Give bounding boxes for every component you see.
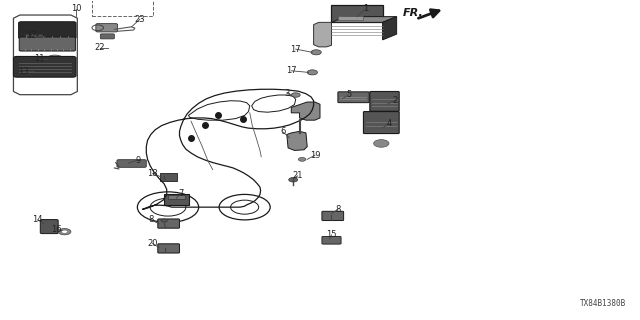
Text: TX84B1380B: TX84B1380B (580, 299, 627, 308)
Text: 2: 2 (393, 96, 398, 105)
Polygon shape (383, 17, 397, 40)
Text: 21: 21 (292, 172, 303, 180)
Circle shape (291, 93, 300, 97)
FancyBboxPatch shape (338, 92, 369, 103)
FancyBboxPatch shape (25, 35, 29, 38)
Polygon shape (291, 102, 320, 120)
FancyBboxPatch shape (96, 24, 118, 32)
FancyBboxPatch shape (31, 35, 36, 38)
Text: 3: 3 (284, 89, 289, 98)
Text: 8: 8 (148, 215, 154, 224)
Text: 18: 18 (147, 169, 158, 178)
Text: 22: 22 (95, 43, 105, 52)
Text: 9: 9 (136, 156, 141, 164)
Text: 11: 11 (34, 54, 44, 63)
Text: 15: 15 (326, 230, 337, 239)
FancyBboxPatch shape (19, 22, 76, 39)
Circle shape (61, 230, 68, 233)
FancyBboxPatch shape (158, 244, 179, 253)
Text: 23: 23 (134, 15, 145, 24)
FancyBboxPatch shape (13, 56, 76, 77)
FancyBboxPatch shape (332, 5, 383, 22)
Text: 7: 7 (178, 189, 184, 198)
Text: 16: 16 (52, 225, 62, 234)
Text: 13: 13 (18, 67, 28, 76)
FancyBboxPatch shape (158, 219, 179, 228)
Circle shape (307, 70, 317, 75)
FancyBboxPatch shape (370, 92, 399, 111)
Text: 10: 10 (71, 4, 81, 13)
Text: 6: 6 (280, 127, 285, 136)
Text: 8: 8 (335, 205, 340, 214)
Circle shape (289, 178, 298, 182)
FancyBboxPatch shape (19, 37, 76, 51)
FancyBboxPatch shape (100, 34, 115, 39)
Text: 4: 4 (387, 119, 392, 128)
FancyBboxPatch shape (322, 236, 341, 244)
Text: 5: 5 (346, 90, 351, 99)
FancyBboxPatch shape (168, 195, 184, 199)
FancyBboxPatch shape (364, 112, 399, 133)
FancyBboxPatch shape (161, 173, 177, 181)
Polygon shape (314, 22, 332, 47)
Text: 12: 12 (26, 31, 36, 40)
FancyBboxPatch shape (117, 160, 147, 167)
FancyBboxPatch shape (164, 194, 189, 205)
FancyBboxPatch shape (38, 35, 42, 38)
Polygon shape (287, 131, 307, 150)
FancyBboxPatch shape (40, 220, 58, 234)
FancyBboxPatch shape (338, 16, 364, 20)
Circle shape (298, 157, 306, 161)
Text: 14: 14 (33, 215, 43, 224)
Circle shape (58, 228, 71, 235)
Circle shape (161, 219, 168, 222)
Circle shape (311, 50, 321, 55)
Text: 17: 17 (286, 66, 296, 75)
Circle shape (46, 55, 64, 64)
Polygon shape (332, 17, 397, 22)
FancyBboxPatch shape (322, 211, 344, 220)
Text: 20: 20 (147, 239, 158, 248)
Circle shape (374, 140, 389, 147)
Text: 1: 1 (364, 4, 369, 13)
Text: 17: 17 (291, 44, 301, 54)
Text: 19: 19 (310, 151, 320, 160)
Text: FR.: FR. (403, 8, 424, 18)
